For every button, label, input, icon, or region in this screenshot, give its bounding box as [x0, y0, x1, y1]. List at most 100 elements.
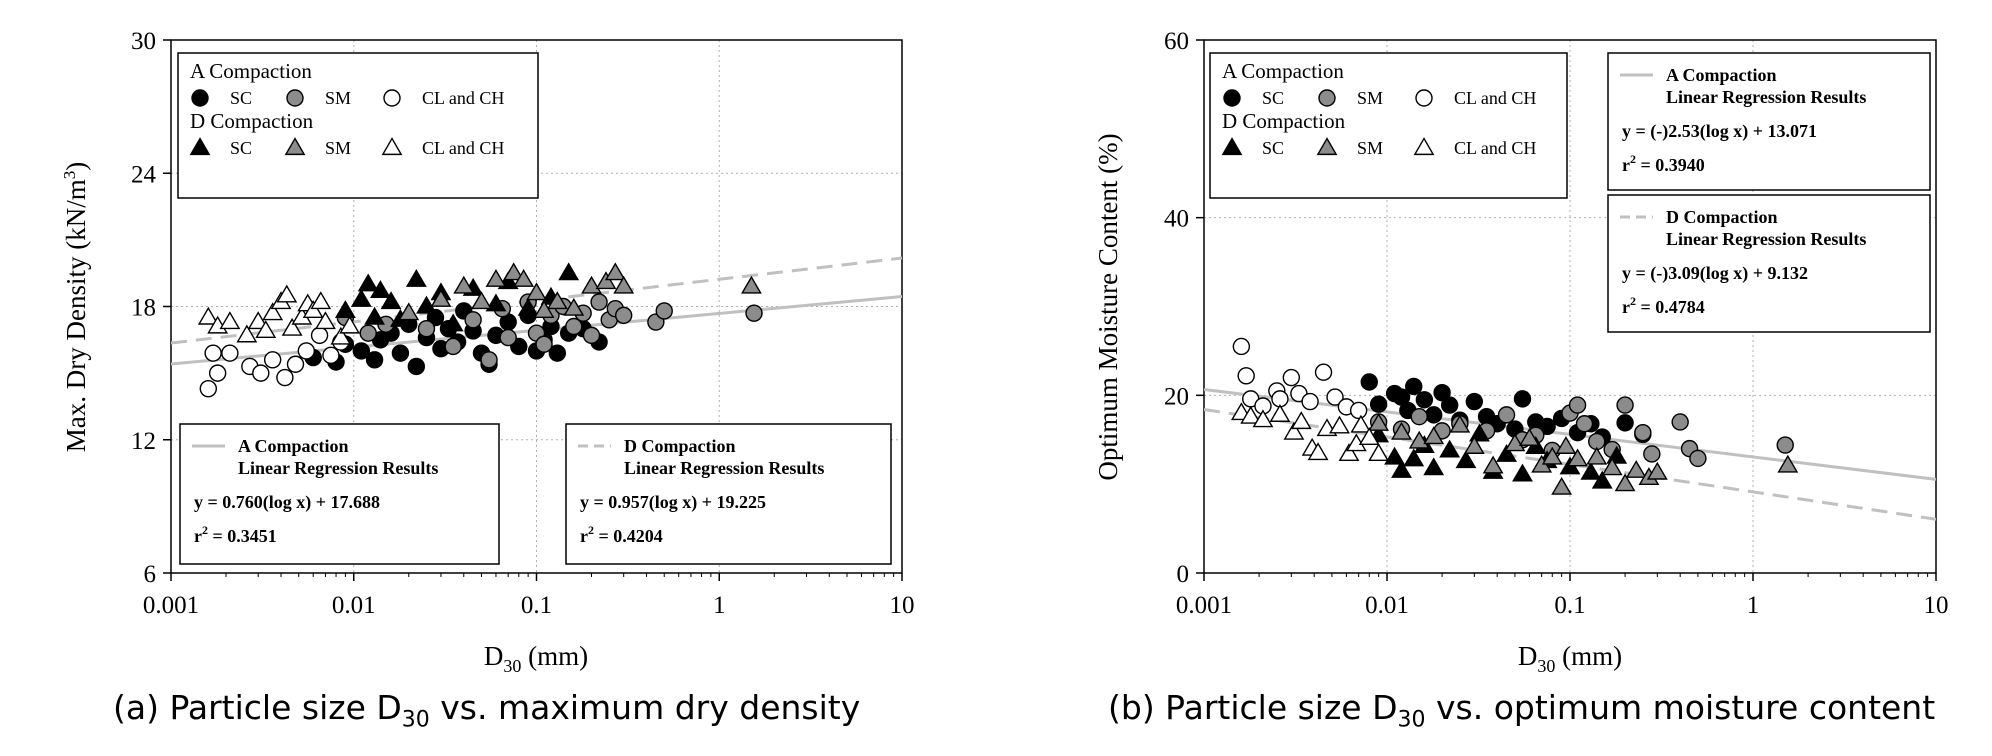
data-point — [444, 337, 462, 356]
data-point — [1614, 473, 1636, 492]
data-point — [485, 269, 507, 287]
data-point — [1425, 406, 1443, 424]
data-point — [1689, 449, 1707, 468]
data-point — [315, 311, 336, 330]
data-point — [1591, 470, 1613, 489]
data-point — [1232, 337, 1251, 356]
x-axis-label-unit: (mm) — [521, 641, 588, 671]
data-point — [548, 344, 567, 362]
data-point — [1643, 445, 1661, 463]
data-point — [197, 306, 219, 325]
data-point — [1455, 450, 1477, 469]
data-point — [745, 304, 763, 322]
data-point — [1360, 373, 1378, 391]
data-point — [1512, 463, 1533, 482]
data-point — [442, 313, 464, 332]
x-axis-label: D30 (mm) — [1518, 641, 1622, 676]
legend-marker — [1415, 89, 1433, 107]
y-axis-label-close: ) — [61, 162, 91, 171]
data-point — [1391, 421, 1412, 440]
data-point — [1601, 457, 1623, 476]
data-point — [1776, 436, 1794, 454]
data-point — [405, 269, 427, 287]
data-point — [1410, 407, 1428, 426]
data-point — [558, 262, 580, 281]
regression-equation: y = (-)2.53(log x) + 13.071 — [1622, 121, 1817, 142]
data-point — [221, 344, 239, 362]
data-point — [297, 342, 316, 360]
data-point — [380, 291, 402, 310]
regression-box-frame — [1607, 52, 1931, 191]
data-point — [1538, 417, 1556, 436]
regression-subtitle: Linear Regression Results — [1666, 229, 1866, 249]
data-point — [614, 306, 633, 325]
data-point — [262, 302, 284, 321]
data-point — [350, 289, 372, 307]
data-point — [310, 291, 332, 310]
data-point — [219, 311, 241, 330]
data-point — [1415, 391, 1434, 409]
caption-a: (a) Particle size D30 vs. maximum dry de… — [113, 688, 860, 733]
data-point — [480, 351, 498, 369]
y-tick-label: 20 — [1164, 383, 1189, 410]
data-point — [276, 368, 294, 387]
data-point — [430, 289, 452, 307]
data-point — [352, 342, 371, 360]
data-point — [1423, 426, 1445, 445]
data-point — [741, 275, 762, 294]
data-point — [199, 379, 218, 398]
caption-b-prefix: (b) Particle size D — [1108, 688, 1398, 727]
data-point — [1497, 406, 1516, 424]
regression-r2: r2 = 0.4784 — [1622, 294, 1705, 317]
data-point — [1368, 443, 1390, 462]
legend-group-title: A Compaction — [190, 59, 312, 83]
legend-item-label: SC — [1262, 138, 1284, 158]
chart-panel-b: 0.001 0.01 0.1 1 10 0 20 40 60 D30 (mm) Optimum Mo… — [1093, 28, 1949, 676]
x-tick-label: 0.1 — [521, 592, 552, 619]
data-point — [1290, 411, 1312, 430]
data-point — [1237, 367, 1255, 385]
data-point — [365, 351, 384, 369]
regression-box-frame — [565, 423, 892, 565]
data-point — [1338, 443, 1360, 462]
data-point — [1368, 412, 1390, 431]
data-point — [503, 262, 525, 281]
data-point — [1625, 460, 1647, 478]
plot-area — [1204, 337, 1936, 521]
data-point — [1326, 388, 1344, 406]
data-point — [1440, 396, 1459, 414]
data-point — [546, 291, 568, 310]
data-point — [339, 315, 361, 334]
data-point — [1240, 405, 1262, 424]
series-a-sm — [1369, 396, 1794, 468]
data-point — [1433, 383, 1451, 402]
data-point — [1541, 446, 1563, 465]
legend-group-title: D Compaction — [190, 109, 314, 133]
data-point — [1314, 363, 1333, 381]
y-tick-label: 60 — [1164, 28, 1189, 55]
y-tick-label: 6 — [144, 561, 157, 588]
data-point — [1646, 461, 1668, 480]
data-point — [1439, 439, 1461, 458]
regression-box-frame — [179, 423, 500, 565]
legend-marker — [381, 137, 403, 156]
data-point — [1568, 396, 1587, 414]
data-point — [398, 302, 420, 321]
regression-title: A Compaction — [1666, 65, 1777, 85]
caption-b-sub: 30 — [1397, 707, 1426, 733]
data-point — [453, 275, 475, 294]
legend-marker — [191, 89, 209, 107]
regression-subtitle: Linear Regression Results — [1666, 87, 1866, 107]
data-point — [1405, 377, 1423, 396]
data-point — [1269, 404, 1291, 422]
legend-group-title: D Compaction — [1222, 109, 1346, 133]
regression-r2-value: = 0.4784 — [1636, 297, 1705, 317]
data-point — [1777, 454, 1799, 473]
regression-equation: y = (-)3.09(log x) + 9.132 — [1622, 263, 1808, 284]
caption-a-prefix: (a) Particle size D — [113, 688, 402, 727]
legend-item-label: SM — [325, 88, 351, 108]
y-tick-label: 12 — [131, 428, 156, 455]
